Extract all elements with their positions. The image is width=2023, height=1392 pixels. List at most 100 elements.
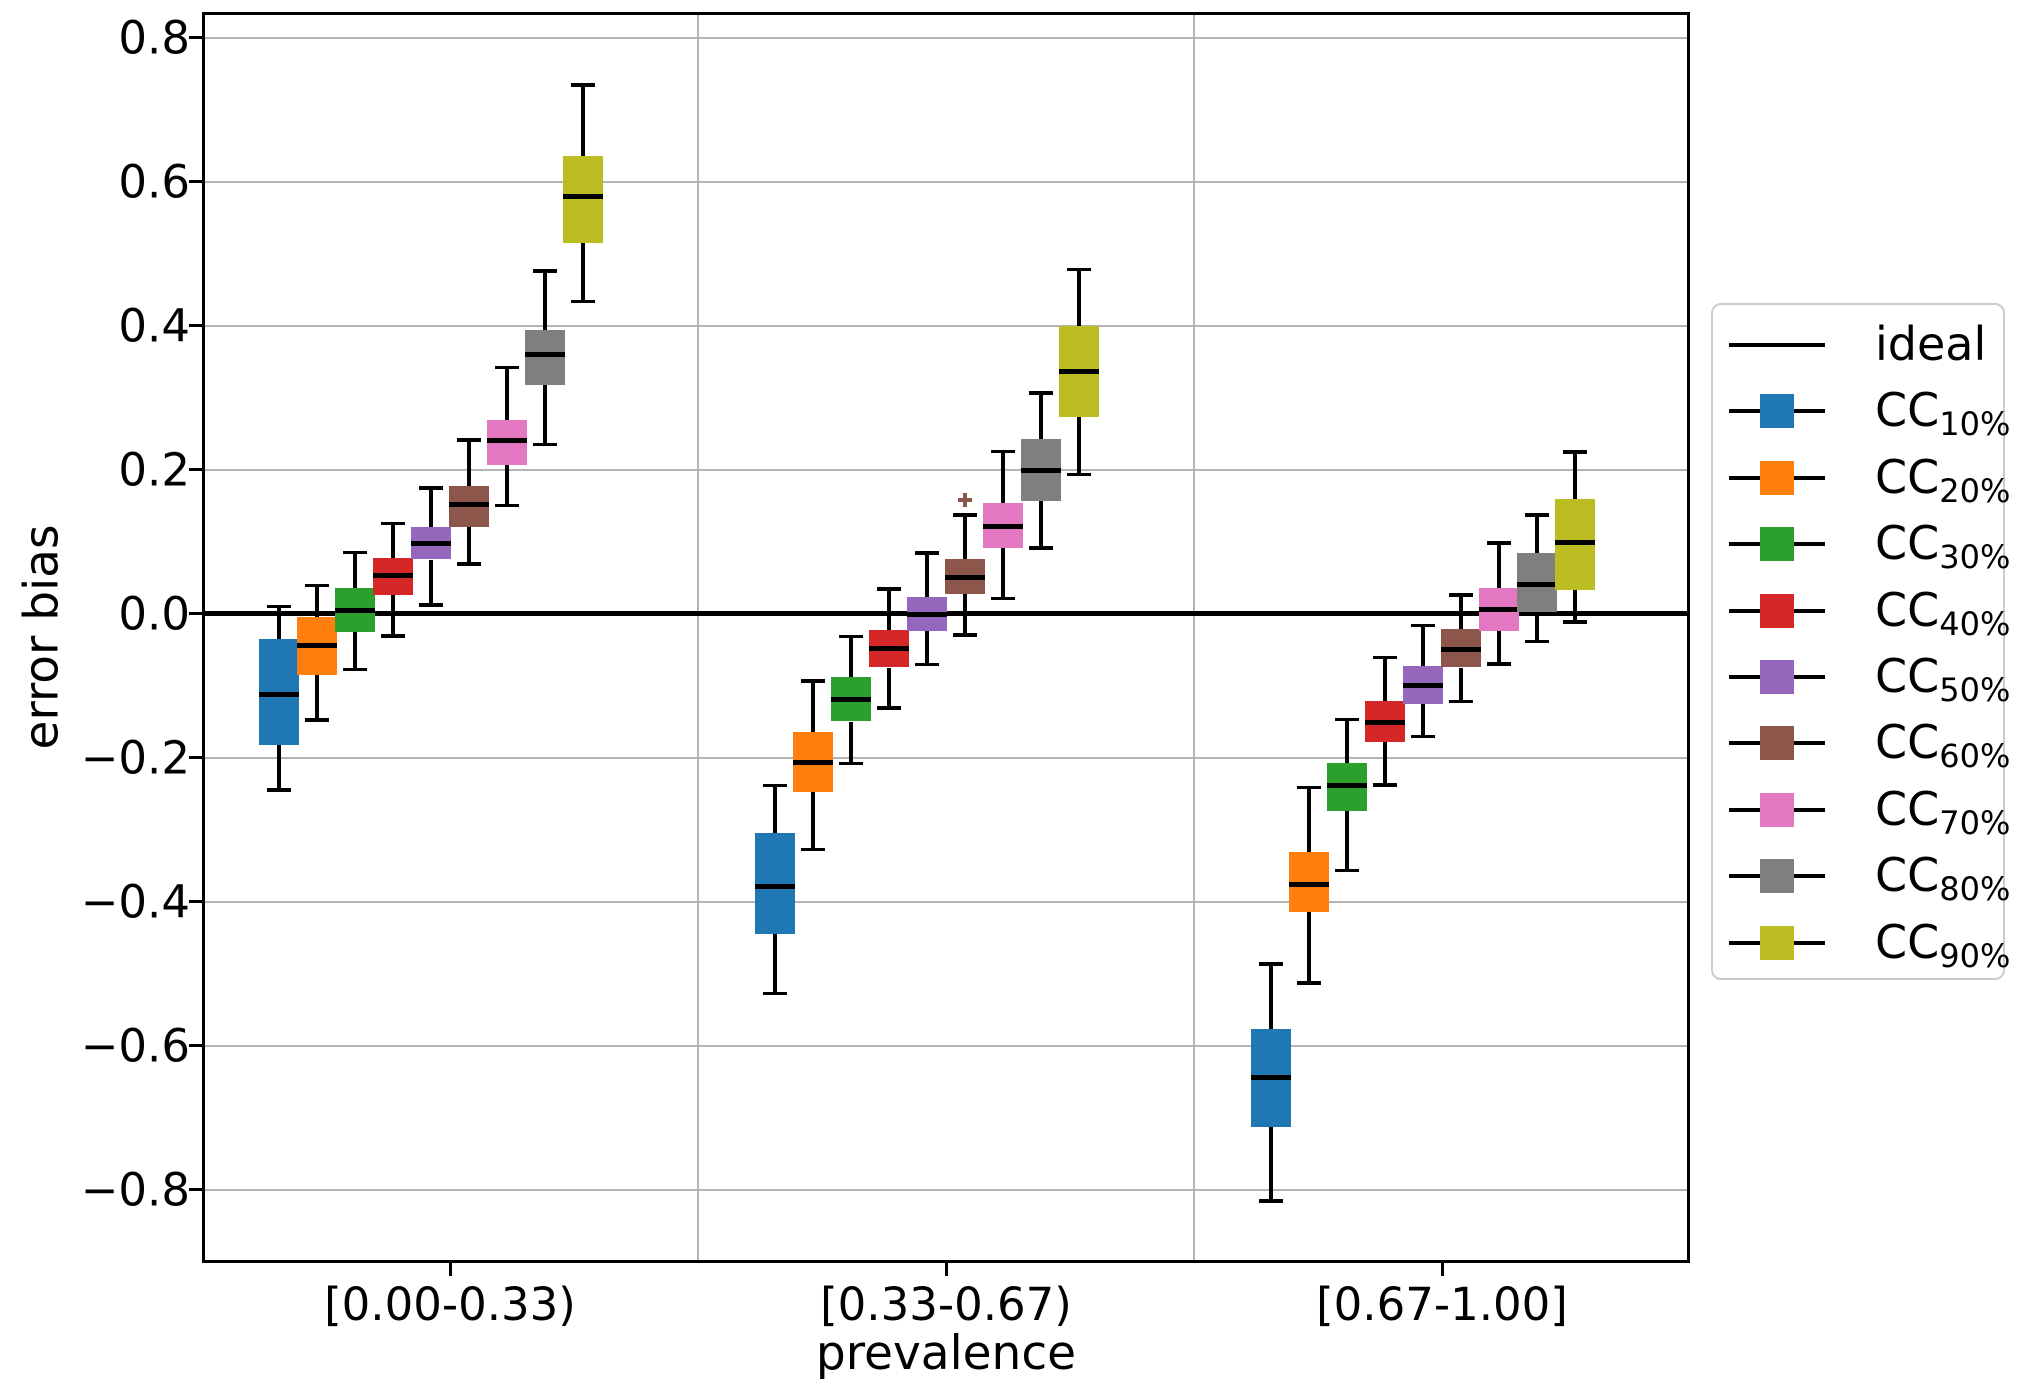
whisker-cap-bottom [1259, 1199, 1283, 1203]
whisker-cap-bottom [1029, 546, 1053, 550]
bin-separator-line [696, 12, 699, 1263]
whisker-cap-bottom [801, 847, 825, 852]
y-gridline [202, 324, 1690, 327]
box-color-swatch-icon [1760, 593, 1794, 628]
legend-entry-cc-50%: CC50% [1729, 649, 2010, 709]
legend-label: CC10% [1875, 383, 2011, 444]
whisker-lower [1383, 742, 1387, 785]
whisker-lower [505, 465, 509, 506]
y-tick [189, 900, 202, 903]
whisker-cap-bottom [763, 991, 787, 996]
whisker-cap-bottom [571, 299, 595, 304]
median-line [983, 523, 1023, 529]
y-tick-label: −0.8 [80, 1163, 190, 1216]
whisker-cap-top [1335, 717, 1359, 722]
whisker-cap-top [1525, 513, 1549, 517]
legend-entry-cc-30%: CC30% [1729, 516, 2010, 576]
whisker-upper [887, 589, 891, 631]
box-color-swatch-icon [1760, 792, 1794, 827]
box-color-swatch-icon [1760, 460, 1794, 495]
median-line [1059, 369, 1099, 375]
whisker-cap-top [1029, 391, 1053, 395]
whisker-lower [1269, 1126, 1273, 1202]
whisker-lower [391, 594, 395, 636]
median-line [1441, 647, 1481, 652]
median-line [1327, 783, 1367, 789]
legend-entry-cc-70%: CC70% [1729, 782, 2010, 842]
median-line [831, 696, 871, 702]
whisker-upper [1573, 452, 1577, 500]
legend-label: CC70% [1875, 781, 2011, 842]
median-line [869, 646, 909, 652]
median-line [411, 541, 451, 547]
median-line [1517, 582, 1557, 588]
whisker-lower [315, 675, 319, 721]
whisker-upper [849, 636, 853, 677]
whisker-upper [1497, 542, 1501, 589]
whisker-upper [773, 785, 777, 834]
x-axis-label: prevalence [815, 1326, 1077, 1381]
whisker-upper [429, 488, 433, 528]
whisker-cap-top [305, 583, 329, 588]
y-tick-label: 0.2 [118, 443, 190, 496]
whisker-cap-bottom [953, 633, 977, 637]
whisker-lower [811, 792, 815, 850]
legend-entry-cc-40%: CC40% [1729, 583, 2010, 643]
whisker-cap-top [801, 679, 825, 683]
whisker-cap-bottom [305, 718, 329, 722]
whisker-cap-top [1487, 541, 1511, 545]
y-tick-label: 0.8 [118, 11, 190, 64]
box-color-swatch-icon [1760, 925, 1794, 960]
whisker-cap-top [267, 604, 291, 609]
median-line [373, 572, 413, 578]
y-gridline [202, 180, 1690, 183]
y-tick-label: −0.4 [80, 875, 190, 928]
legend-entry-cc-20%: CC20% [1729, 450, 2010, 510]
x-tick [448, 1263, 452, 1276]
whisker-cap-bottom [915, 662, 939, 667]
bin-separator-line [1192, 12, 1195, 1263]
box-color-swatch-icon [1760, 859, 1794, 894]
y-gridline [202, 468, 1690, 471]
whisker-cap-bottom [419, 603, 443, 607]
legend-label-subscript: 50% [1939, 671, 2011, 709]
whisker-lower [1001, 547, 1005, 599]
whisker-cap-bottom [1335, 868, 1359, 873]
whisker-upper [1039, 393, 1043, 440]
legend-label-subscript: 60% [1939, 737, 2011, 776]
whisker-upper [1077, 269, 1081, 327]
legend-label: CC40% [1875, 582, 2011, 643]
whisker-cap-top [877, 587, 901, 591]
legend-entry-cc-60%: CC60% [1729, 715, 2010, 775]
whisker-lower [1307, 912, 1311, 983]
y-tick [189, 612, 202, 615]
box-cc-80% [525, 329, 565, 386]
whisker-cap-bottom [495, 503, 519, 508]
y-tick-label: 0.0 [118, 587, 190, 640]
whisker-cap-bottom [1373, 783, 1397, 787]
box-cc-90% [563, 156, 603, 244]
whisker-cap-top [419, 486, 443, 490]
x-tick-label: [0.00-0.33) [324, 1278, 576, 1331]
legend-label-subscript: 80% [1939, 870, 2011, 909]
y-tick-label: −0.2 [80, 731, 190, 784]
whisker-upper [1307, 787, 1311, 852]
whisker-upper [1383, 657, 1387, 702]
whisker-upper [1001, 451, 1005, 504]
whisker-cap-top [1563, 450, 1587, 454]
whisker-cap-top [571, 83, 595, 87]
whisker-lower [1421, 704, 1425, 737]
legend-label-subscript: 70% [1939, 803, 2011, 842]
whisker-cap-top [533, 269, 557, 273]
legend-label: CC50% [1875, 649, 2011, 709]
legend-entry-cc-80%: CC80% [1729, 848, 2010, 908]
whisker-lower [1535, 612, 1539, 642]
whisker-cap-top [343, 550, 367, 555]
whisker-lower [849, 721, 853, 764]
legend-entry-ideal: ideal [1729, 317, 1991, 373]
whisker-cap-bottom [381, 634, 405, 638]
median-line [945, 575, 985, 580]
y-gridline [202, 900, 1690, 903]
whisker-upper [1345, 719, 1349, 763]
